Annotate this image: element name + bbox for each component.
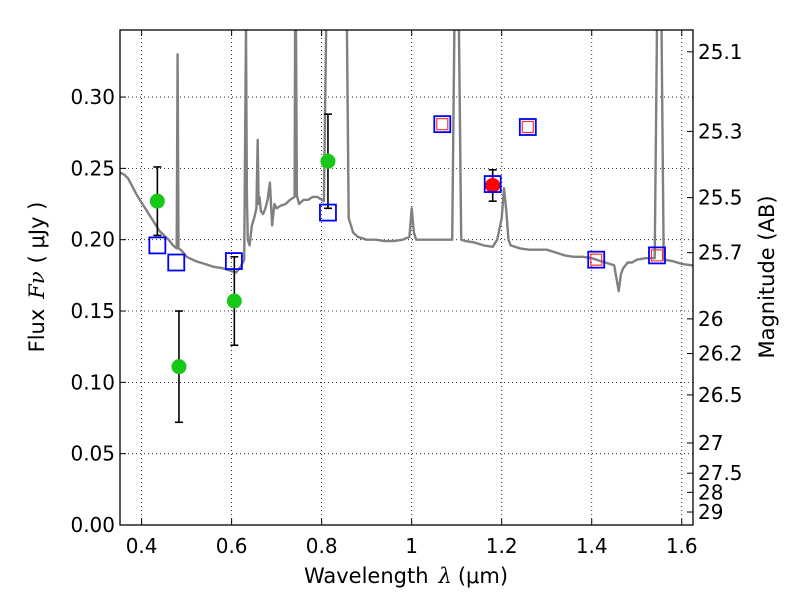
tick-layer: 0.4 0.6 0.8 1 1.2 1.4 1.6 0.00 0.05 0.10 0.15 0.20 0… <box>70 30 743 558</box>
model-square <box>587 250 606 269</box>
y2-axis-label: Magnitude (AB) <box>755 195 779 358</box>
model-square <box>167 253 186 272</box>
model-square <box>224 252 243 270</box>
model-sed-line <box>120 30 693 293</box>
y-tick-label: 0.30 <box>70 85 115 109</box>
y2-tick-label: 26 <box>698 307 723 331</box>
x-axis-label: Wavelength λ (μm) <box>304 564 508 588</box>
y2-tick-label: 25.5 <box>698 186 743 210</box>
model-square-inner <box>436 118 449 131</box>
y2-tick-label: 26.2 <box>698 342 743 366</box>
y-tick-label: 0.20 <box>70 228 115 252</box>
model-square-inner <box>590 253 603 266</box>
y2-tick-label: 27.5 <box>698 461 743 485</box>
x-tick-label: 0.4 <box>126 534 158 558</box>
model-square <box>148 236 167 255</box>
x-tick-label: 1 <box>405 534 418 558</box>
x-tick-label: 0.8 <box>306 534 338 558</box>
photometry-point <box>226 293 242 309</box>
x-tick-label: 1.4 <box>576 534 608 558</box>
x-tick-label: 1.2 <box>486 534 518 558</box>
y2-tick-label: 26.5 <box>698 383 743 407</box>
y-tick-label: 0.15 <box>70 299 115 323</box>
photometry-point <box>320 153 336 169</box>
y2-tick-label: 25.1 <box>698 40 743 64</box>
model-square <box>433 115 452 134</box>
photometry-point <box>171 359 187 375</box>
y2-tick-label: 25.3 <box>698 119 743 143</box>
grid-layer <box>120 30 693 526</box>
model-square <box>319 203 337 222</box>
x-tick-label: 1.6 <box>666 534 698 558</box>
y-tick-label: 0.10 <box>70 370 115 394</box>
photometry-point <box>149 193 165 209</box>
y-tick-label: 0.05 <box>70 442 115 466</box>
y2-tick-label: 25.7 <box>698 241 743 265</box>
photometry-point <box>485 177 501 193</box>
y-tick-label: 0.00 <box>70 513 115 537</box>
data-layer <box>120 30 693 424</box>
x-tick-label: 0.6 <box>216 534 248 558</box>
model-square <box>648 246 666 265</box>
model-square <box>483 175 502 193</box>
model-square <box>518 118 537 136</box>
y-axis-label: FluxFν( μJy ) <box>25 202 49 353</box>
y2-tick-label: 27 <box>698 431 723 455</box>
y2-tick-label: 29 <box>698 500 723 524</box>
model-square-inner <box>650 249 664 262</box>
y2-tick-label: 28 <box>698 480 723 504</box>
model-square-inner <box>521 120 534 134</box>
plot-frame <box>119 29 694 526</box>
y-tick-label: 0.25 <box>70 156 115 180</box>
